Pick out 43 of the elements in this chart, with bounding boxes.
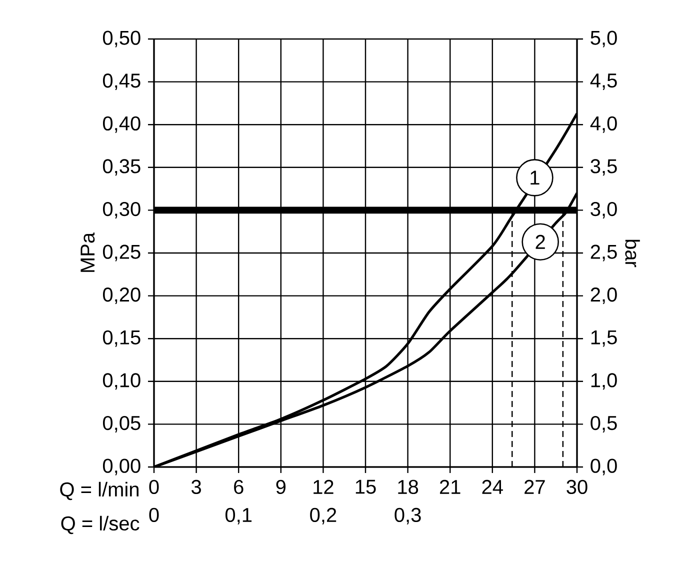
x-tick-label: 24 (482, 480, 503, 494)
y2-tick-label: 4,0 (590, 116, 617, 133)
y-tick-label: 0,00 (102, 458, 140, 476)
y-tick-label: 0,25 (102, 244, 140, 262)
y2-tick-label: 2,0 (590, 288, 617, 304)
y2-tick-label: 3,5 (590, 159, 617, 176)
y-axis-title: MPa (80, 232, 95, 272)
y-tick-label: 0,40 (102, 116, 140, 133)
x-tick-label: 12 (314, 480, 334, 494)
y2-tick-label: 3,0 (590, 202, 617, 218)
y2-tick-label: 0,5 (590, 416, 617, 432)
y-tick-label: 0,35 (102, 159, 140, 176)
y-tick-label: 0,15 (102, 330, 140, 347)
y2-axis-title: bar (625, 240, 640, 268)
x-tick-label: 9 (276, 480, 286, 494)
y-tick-label: 0,20 (102, 288, 140, 304)
x2-axis-title: Q = l/sec (61, 516, 140, 534)
x-tick-label: 15 (356, 480, 376, 494)
y2-tick-label: 0,0 (590, 458, 617, 476)
annotation: 1 (530, 170, 540, 185)
x2-tick-label: 0,3 (394, 508, 421, 524)
x-tick-label: 3 (192, 480, 201, 494)
y2-tick-label: 1,0 (591, 373, 617, 390)
x-tick-label: 6 (234, 480, 244, 494)
x-tick-label: 27 (524, 480, 545, 494)
y2-tick-label: 2,5 (590, 244, 617, 262)
y-tick-label: 0,30 (102, 202, 140, 218)
y-tick-label: 0,10 (102, 373, 140, 390)
x-tick-label: 30 (566, 480, 588, 494)
y2-tick-label: 5,0 (590, 30, 617, 48)
x-axis-title: Q = l/min (60, 482, 138, 500)
x2-tick-label: 0,1 (225, 508, 252, 524)
x-tick-label: 18 (398, 480, 418, 494)
y2-tick-label: 4,5 (590, 74, 617, 90)
x-tick-label: 0 (149, 480, 159, 494)
x2-tick-label: 0,2 (310, 508, 336, 524)
y2-tick-label: 1,5 (591, 330, 617, 347)
y-tick-label: 0,45 (102, 74, 140, 90)
annotation: 2 (536, 234, 545, 249)
x2-tick-label: 0 (149, 508, 159, 522)
y-tick-label: 0,05 (102, 416, 140, 432)
x-tick-label: 21 (440, 480, 460, 494)
y-tick-label: 0,50 (102, 30, 140, 48)
